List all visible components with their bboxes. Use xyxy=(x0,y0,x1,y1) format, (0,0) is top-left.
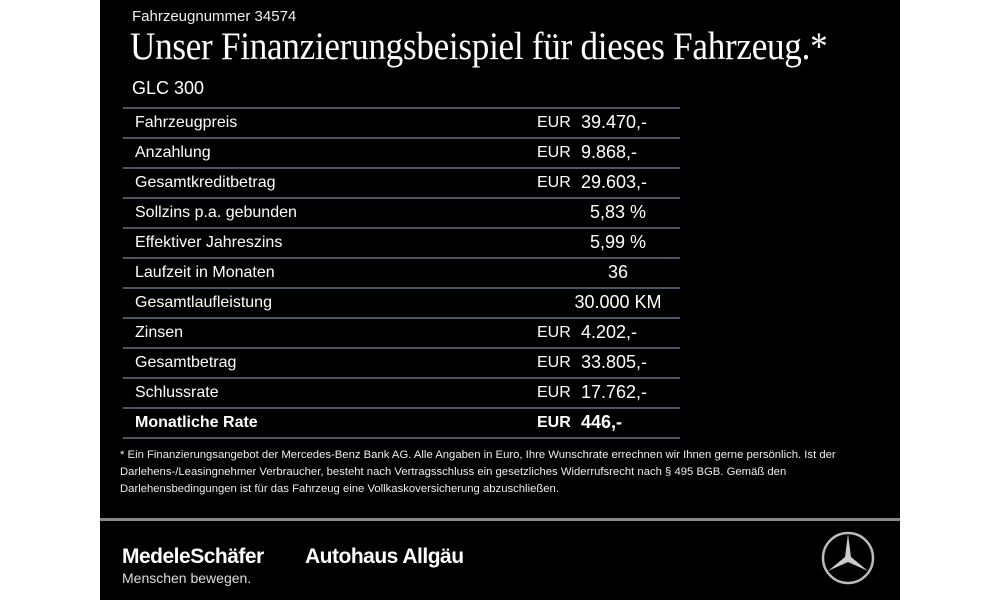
table-row: Gesamtkreditbetrag EUR 29.603,- xyxy=(123,169,680,199)
row-value: 5,83 % xyxy=(589,202,647,222)
row-currency: EUR xyxy=(537,354,571,371)
row-label: Gesamtlaufleistung xyxy=(135,294,272,311)
row-value: 39.470,- xyxy=(581,112,648,132)
row-currency: EUR xyxy=(537,174,571,191)
table-row: Laufzeit in Monaten 36 xyxy=(123,259,680,289)
row-label: Fahrzeugpreis xyxy=(135,114,238,131)
row-currency: EUR xyxy=(537,114,571,131)
dealer-logo-autohaus-allgaeu: Autohaus Allgäu xyxy=(305,545,464,568)
model-name: GLC 300 xyxy=(132,78,205,98)
row-label: Schlussrate xyxy=(135,384,219,401)
table-row: Fahrzeugpreis EUR 39.470,- xyxy=(123,109,680,139)
row-currency: EUR xyxy=(537,144,571,161)
table-row: Effektiver Jahreszins 5,99 % xyxy=(123,229,680,259)
table-row: Gesamtlaufleistung 30.000 KM xyxy=(123,289,680,319)
mercedes-star-icon xyxy=(821,531,875,585)
page-title: Unser Finanzierungsbeispiel für dieses F… xyxy=(130,25,828,68)
vehicle-number: Fahrzeugnummer 34574 xyxy=(132,8,297,25)
row-label: Gesamtkreditbetrag xyxy=(135,174,276,191)
table-row: Zinsen EUR 4.202,- xyxy=(123,319,680,349)
row-currency: EUR xyxy=(537,384,571,401)
finance-panel: Fahrzeugnummer 34574 Unser Finanzierungs… xyxy=(100,0,900,600)
row-label: Monatliche Rate xyxy=(135,414,258,431)
divider xyxy=(100,518,900,521)
row-value: 17.762,- xyxy=(581,382,648,402)
footnote: * Ein Finanzierungsangebot der Mercedes-… xyxy=(120,449,836,495)
table-row: Sollzins p.a. gebunden 5,83 % xyxy=(123,199,680,229)
row-label: Sollzins p.a. gebunden xyxy=(135,204,297,221)
table-row: Monatliche Rate EUR 446,- xyxy=(123,409,680,439)
row-value: 4.202,- xyxy=(581,322,638,342)
row-currency: EUR xyxy=(537,324,571,341)
finance-table: Fahrzeugpreis EUR 39.470,- Anzahlung EUR 9.86… xyxy=(123,107,680,439)
row-value: 5,99 % xyxy=(589,232,647,252)
row-value: 30.000 KM xyxy=(574,292,662,312)
row-value: 36 xyxy=(607,262,629,282)
row-currency: EUR xyxy=(537,414,571,431)
table-row: Gesamtbetrag EUR 33.805,- xyxy=(123,349,680,379)
slogan: Menschen bewegen. xyxy=(122,570,252,586)
row-value: 446,- xyxy=(581,412,623,432)
dealer-logo-medeleschaefer: MedeleSchäfer xyxy=(122,545,264,568)
row-value: 33.805,- xyxy=(581,352,648,372)
table-row: Schlussrate EUR 17.762,- xyxy=(123,379,680,409)
row-label: Laufzeit in Monaten xyxy=(135,264,275,281)
row-value: 9.868,- xyxy=(581,142,638,162)
row-value: 29.603,- xyxy=(581,172,648,192)
row-label: Effektiver Jahreszins xyxy=(135,234,283,251)
row-label: Zinsen xyxy=(135,324,184,341)
table-row: Anzahlung EUR 9.868,- xyxy=(123,139,680,169)
row-label: Gesamtbetrag xyxy=(135,354,237,371)
row-label: Anzahlung xyxy=(135,144,211,161)
